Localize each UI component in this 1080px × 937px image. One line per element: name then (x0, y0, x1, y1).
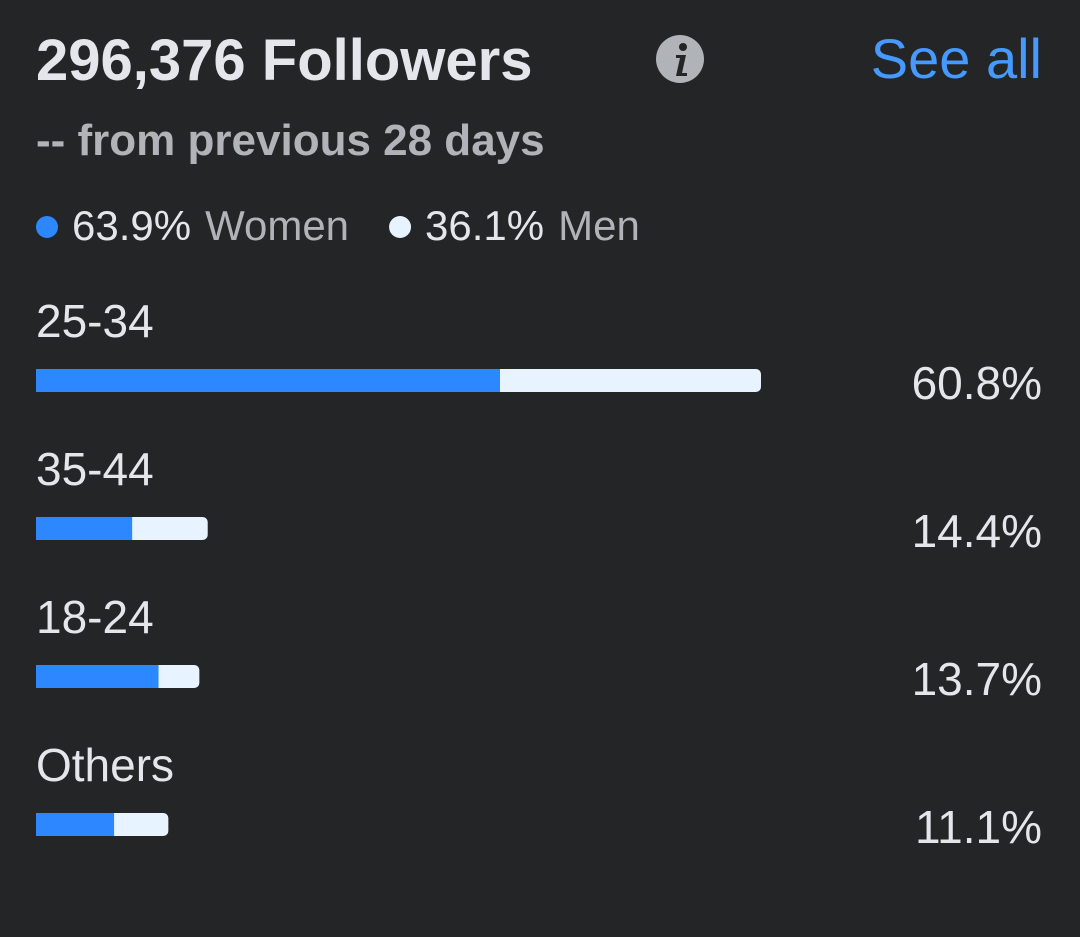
info-icon[interactable] (656, 35, 704, 83)
legend-name: Women (205, 202, 349, 249)
subtitle: -- from previous 28 days (36, 116, 545, 165)
legend-dot (36, 216, 58, 238)
bar-women (36, 665, 159, 688)
legend-value: 63.9% (72, 202, 191, 249)
age-percent: 13.7% (912, 653, 1042, 705)
legend-dot (389, 216, 412, 238)
age-percent: 11.1% (915, 801, 1042, 853)
age-percent: 14.4% (912, 505, 1042, 557)
age-percent: 60.8% (912, 357, 1042, 409)
bar-women (36, 517, 133, 540)
age-label: Others (36, 739, 174, 791)
bar-women (36, 369, 500, 392)
age-label: 35-44 (36, 443, 154, 495)
legend-value: 36.1% (425, 202, 544, 249)
legend-name: Men (558, 202, 640, 249)
bar-women (36, 813, 115, 836)
age-label: 18-24 (36, 591, 154, 643)
age-label: 25-34 (36, 295, 154, 347)
see-all-link[interactable]: See all (871, 27, 1042, 90)
title: 296,376 Followers (36, 28, 532, 93)
